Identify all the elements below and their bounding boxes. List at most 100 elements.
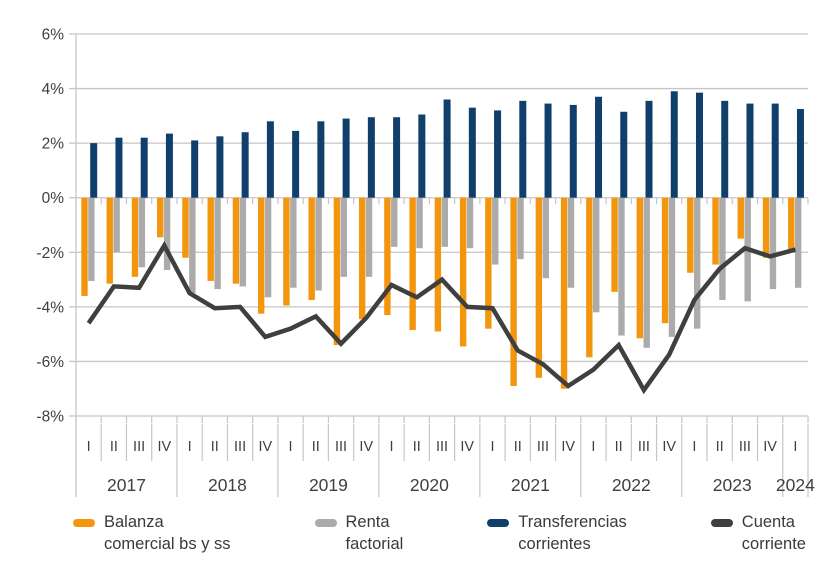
bar-transferencias-corrientes [165,133,173,198]
y-axis-label: 4% [42,81,65,98]
bar-renta-factorial [643,197,650,348]
quarter-label: IV [460,439,474,455]
bar-balanza-comercial [207,197,214,281]
bar-transferencias-corrientes [746,103,754,198]
bar-renta-factorial [719,197,726,301]
bar-transferencias-corrientes [191,140,199,198]
year-label: 2019 [309,475,348,495]
transferencias-corrientes-swatch-icon [487,519,510,527]
bar-transferencias-corrientes [595,96,603,198]
bar-transferencias-corrientes [266,121,274,198]
bar-transferencias-corrientes [115,137,123,198]
bar-balanza-comercial [333,197,341,346]
bar-balanza-comercial [510,197,517,386]
bar-balanza-comercial [636,197,644,339]
quarter-label: I [692,439,696,455]
bar-transferencias-corrientes [342,118,350,198]
y-axis-label: -2% [36,245,64,262]
bar-transferencias-corrientes [695,92,703,198]
bar-balanza-comercial [611,197,618,292]
legend-label-line2: corrientes [518,534,591,553]
bar-renta-factorial [441,197,448,247]
bar-balanza-comercial [283,197,290,306]
bar-renta-factorial [214,197,221,290]
y-axis-label: -8% [36,409,64,426]
bar-balanza-comercial [586,197,593,358]
legend-label-transferencias-corrientes: Transferencias corrientes [518,512,627,556]
quarter-label: IV [359,439,373,455]
bar-balanza-comercial [535,197,543,378]
bar-transferencias-corrientes [90,143,98,198]
bar-balanza-comercial [106,197,113,284]
bar-transferencias-corrientes [367,117,375,198]
legend-label-line2: corriente [741,534,806,553]
bar-transferencias-corrientes [468,107,476,198]
bar-transferencias-corrientes [317,121,325,198]
legend-item-transferencias-corrientes: Transferencias corrientes [487,512,627,556]
bar-renta-factorial [492,197,499,265]
legend-label-line1: Balanza [104,513,164,531]
quarter-label: II [413,439,421,455]
bar-transferencias-corrientes [241,132,249,198]
bar-balanza-comercial [257,197,265,314]
chart-canvas: 6%4%2%0%-2%-4%-6%-8%I II III IV I II III IV I II I… [36,27,815,497]
bar-renta-factorial [290,197,297,288]
bar-transferencias-corrientes [569,104,577,198]
legend-label-balanza-comercial: Balanza comercial bs y ss [104,512,231,556]
legend-item-cuenta-corriente: Cuenta corriente [710,512,806,556]
bar-balanza-comercial [560,197,568,389]
bar-balanza-comercial [434,197,442,332]
bar-balanza-comercial [762,197,770,258]
bar-renta-factorial [365,197,373,277]
year-label: 2018 [208,475,247,495]
quarter-label: III [234,439,246,455]
legend-label-line2: factorial [345,534,404,553]
bar-transferencias-corrientes [796,109,804,198]
bar-balanza-comercial [485,197,492,329]
bar-balanza-comercial [459,197,467,347]
y-axis-label: 6% [42,27,65,44]
bar-renta-factorial [264,197,272,298]
bar-renta-factorial [163,197,171,271]
bar-renta-factorial [466,197,474,249]
bar-transferencias-corrientes [418,114,426,198]
bar-renta-factorial [769,197,777,290]
bar-balanza-comercial [81,197,88,296]
bar-renta-factorial [88,197,95,281]
legend-label-line1: Renta [345,513,390,531]
quarter-label: IV [157,439,171,455]
renta-factorial-swatch-icon [314,519,337,527]
bar-renta-factorial [542,197,549,279]
bar-balanza-comercial [131,197,139,277]
quarter-label: I [591,439,595,455]
bar-transferencias-corrientes [443,99,451,198]
bar-renta-factorial [138,197,146,268]
cuenta-corriente-swatch-icon [710,519,733,527]
balanza-comercial-swatch-icon [73,519,95,527]
bar-transferencias-corrientes [620,111,628,198]
y-axis-label: -6% [36,354,64,371]
bar-renta-factorial [340,197,348,277]
legend-label-line1: Transferencias [518,513,627,531]
quarter-label: II [211,439,219,455]
bar-transferencias-corrientes [140,137,148,198]
bar-renta-factorial [517,197,524,260]
bar-transferencias-corrientes [721,100,729,198]
bar-renta-factorial [693,197,701,329]
bar-transferencias-corrientes [292,130,300,198]
bar-transferencias-corrientes [771,103,779,198]
quarter-label: II [514,439,522,455]
quarter-label: II [110,439,118,455]
bar-balanza-comercial [182,197,189,258]
legend-label-line1: Cuenta [741,513,795,531]
bar-renta-factorial [416,197,423,249]
quarter-label: IV [561,439,575,455]
legend-label-line2: comercial bs y ss [104,534,231,553]
bar-renta-factorial [189,197,196,294]
bar-renta-factorial [113,197,120,253]
bar-balanza-comercial [712,197,719,265]
y-axis-label: 2% [42,136,65,153]
quarter-label: II [615,439,623,455]
bar-balanza-comercial [232,197,240,284]
